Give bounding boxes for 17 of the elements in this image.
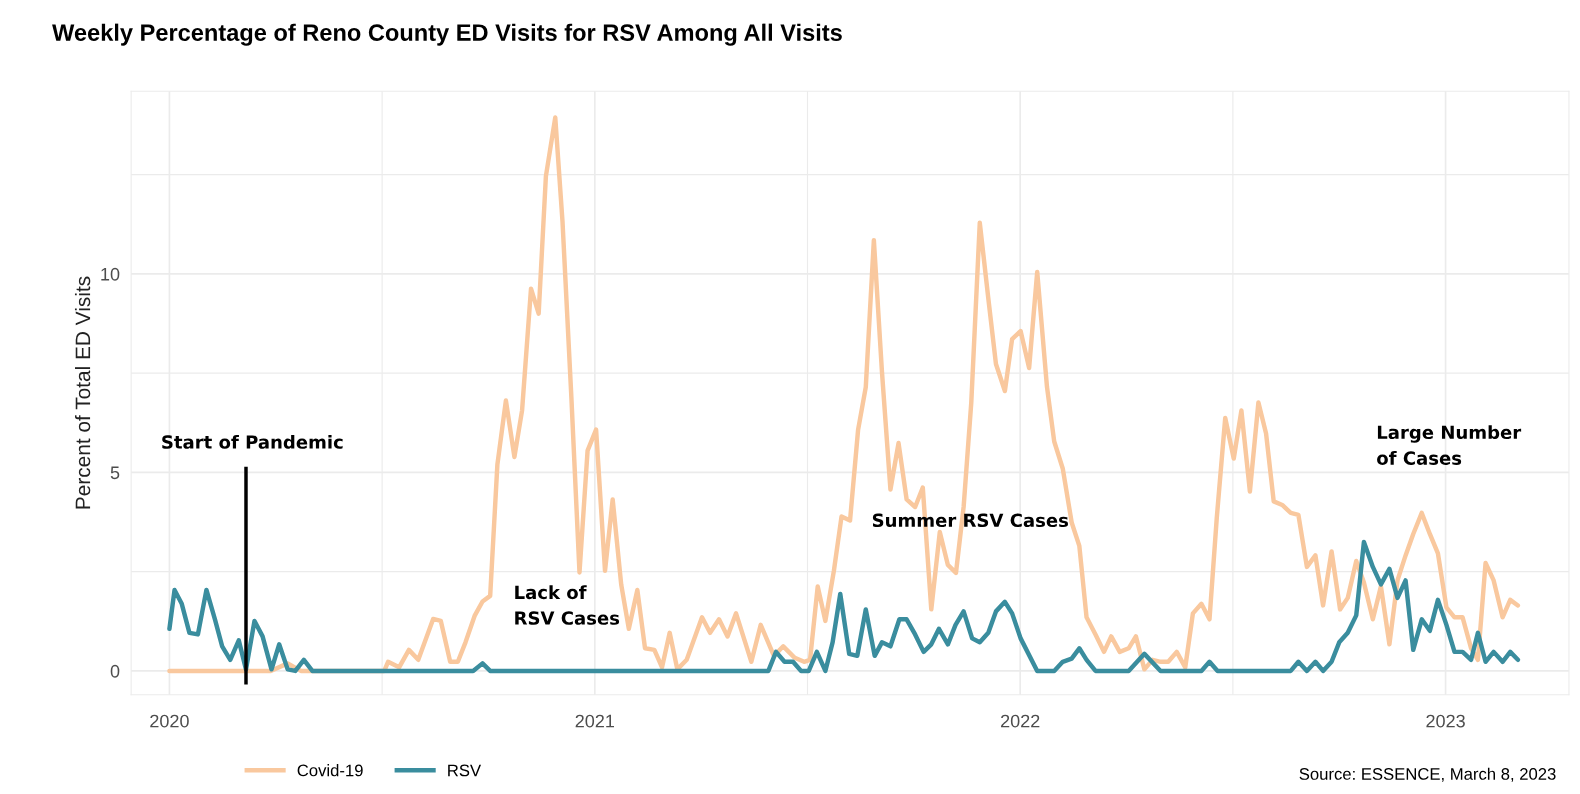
annotation: Lack of RSV Cases xyxy=(515,585,620,625)
y-tick-label: 10 xyxy=(101,267,120,281)
line-series xyxy=(167,539,1521,674)
legend-label: RSV xyxy=(448,764,482,777)
y-tick-label: 5 xyxy=(110,466,120,480)
legend-label: Covid-19 xyxy=(297,764,363,777)
x-tick-label: 2020 xyxy=(150,714,189,728)
annotation: Large Number of Cases xyxy=(1377,425,1522,465)
ref-line-label: Start of Pandemic xyxy=(162,434,343,449)
x-tick-label: 2021 xyxy=(575,714,615,728)
y-axis-title: Percent of Total ED Visits xyxy=(74,276,91,509)
x-tick-label: 2023 xyxy=(1426,714,1465,728)
source-note: Source: ESSENCE, March 8, 2023 xyxy=(1299,767,1556,782)
x-tick-label: 2022 xyxy=(1001,714,1040,728)
annotation: Summer RSV Cases xyxy=(872,513,1069,528)
chart-title: Weekly Percentage of Reno County ED Visits for RSV Among All Visits xyxy=(52,23,842,46)
y-tick-label: 0 xyxy=(110,664,120,678)
